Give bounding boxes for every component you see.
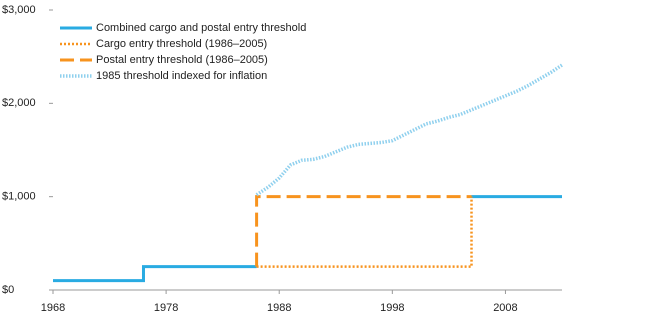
- x-tick-label: 1978: [154, 302, 178, 314]
- x-tick-label: 2008: [493, 302, 517, 314]
- y-tick-label: $1,000: [2, 191, 36, 203]
- legend-label: Cargo entry threshold (1986–2005): [96, 38, 267, 50]
- series-line: [53, 195, 562, 283]
- x-tick-label: 1998: [380, 302, 404, 314]
- series-line: [255, 195, 472, 267]
- x-tick-label: 1988: [267, 302, 291, 314]
- legend-label: Postal entry threshold (1986–2005): [96, 54, 268, 66]
- legend-label: Combined cargo and postal entry threshol…: [96, 22, 306, 34]
- series-line: [256, 196, 473, 268]
- legend-label: 1985 threshold indexed for inflation: [96, 70, 267, 82]
- series-line: [255, 63, 563, 197]
- y-tick-label: $0: [2, 284, 14, 296]
- x-tick-label: 1968: [41, 302, 65, 314]
- y-tick-label: $2,000: [2, 97, 36, 109]
- y-tick-label: $3,000: [2, 4, 36, 16]
